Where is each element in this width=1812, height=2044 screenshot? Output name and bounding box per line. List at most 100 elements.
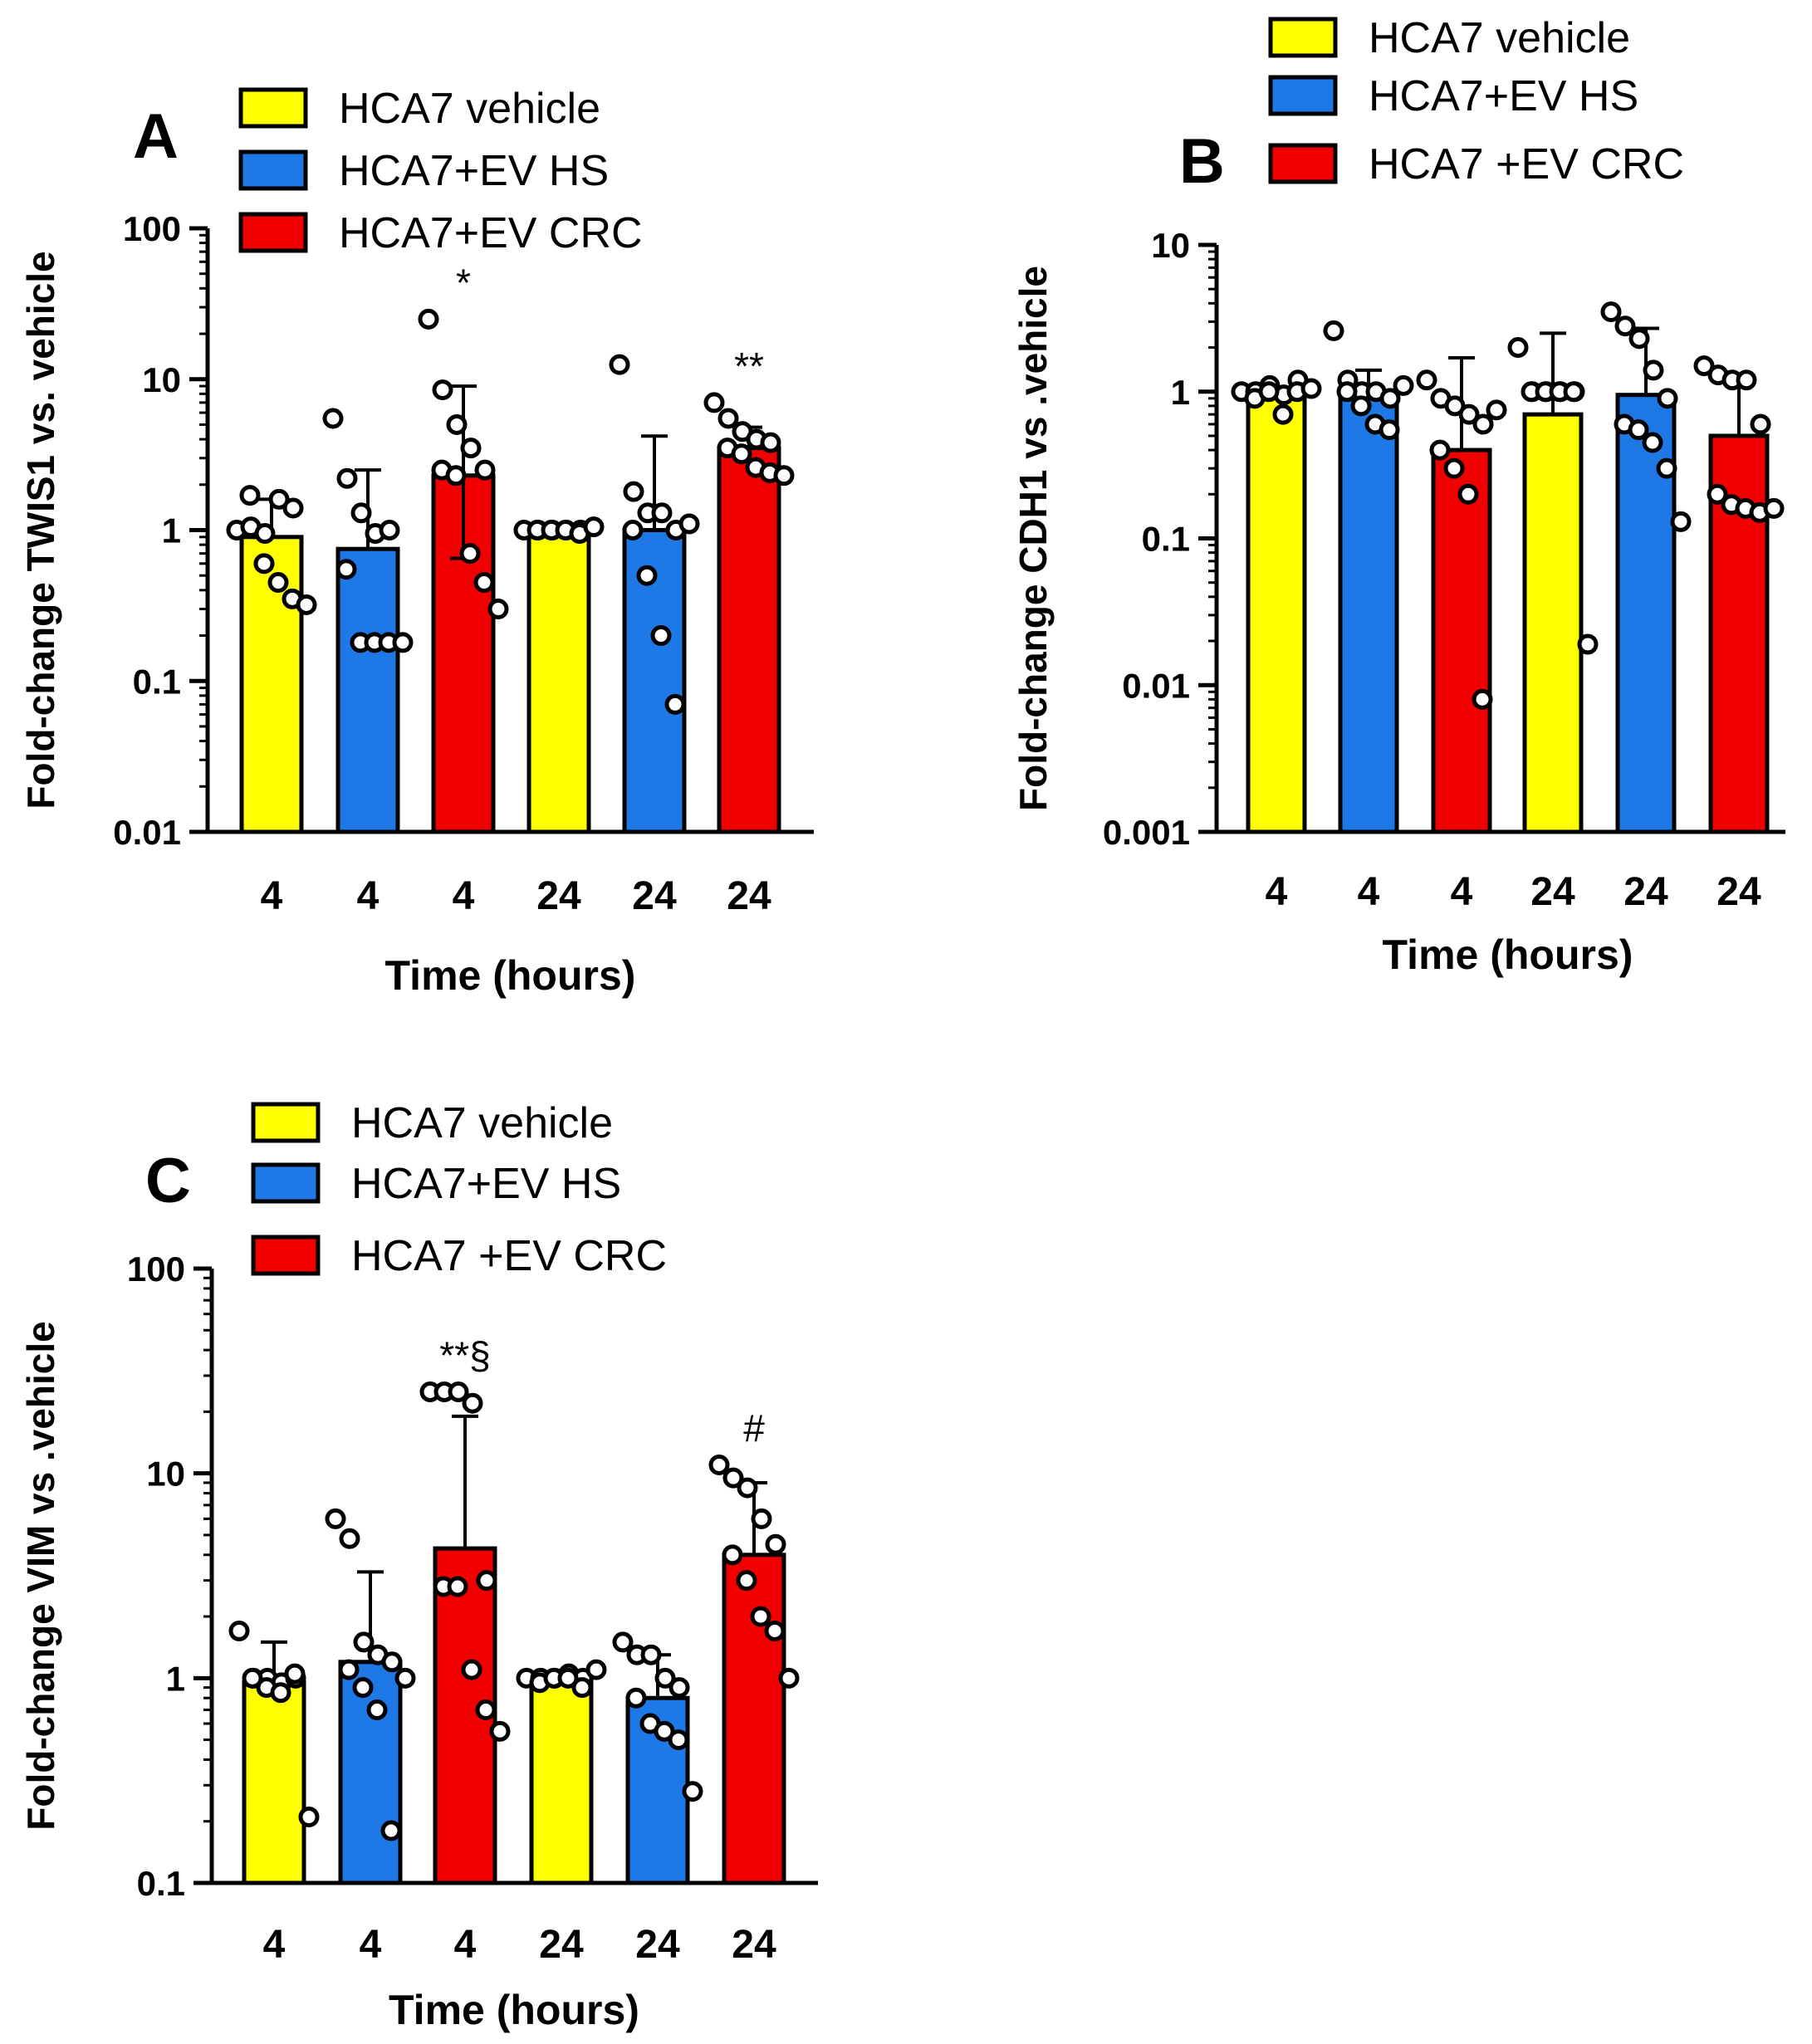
data-point	[1642, 432, 1663, 453]
data-point	[640, 1644, 662, 1665]
data-point	[459, 543, 481, 565]
y-tick-label: 0.1	[133, 662, 181, 701]
data-point	[651, 502, 673, 524]
data-point	[366, 1699, 388, 1721]
x-tick-label: 24	[536, 874, 581, 918]
data-point	[622, 520, 644, 540]
x-tick-label: 4	[1266, 870, 1288, 914]
data-point	[1458, 403, 1480, 425]
data-point	[474, 459, 496, 481]
data-point	[764, 1620, 786, 1641]
legend-label: HCA7+EV HS	[339, 147, 609, 195]
y-tick-label: 10	[146, 1455, 185, 1494]
data-point	[678, 513, 700, 535]
y-tick-label: 0.01	[113, 813, 181, 852]
data-point	[448, 1381, 469, 1403]
data-point	[446, 413, 468, 435]
x-tick-label: 24	[1623, 870, 1668, 914]
significance-annotation: *	[456, 261, 471, 304]
legend-label: HCA7 vehicle	[339, 85, 600, 133]
significance-annotation: #	[743, 1406, 765, 1450]
data-point	[1443, 457, 1465, 479]
data-point	[736, 1570, 757, 1592]
data-point	[1272, 403, 1294, 425]
data-point	[1657, 388, 1678, 409]
legend-label: HCA7 +EV CRC	[1369, 140, 1684, 188]
data-point	[487, 599, 509, 620]
x-tick-label: 24	[727, 874, 771, 918]
data-point	[1472, 413, 1494, 435]
y-tick-label: 0.1	[1142, 520, 1190, 559]
bar	[242, 1680, 306, 1885]
x-tick-label: 4	[1451, 870, 1473, 914]
data-point	[1472, 688, 1493, 710]
data-point	[650, 625, 672, 647]
significance-annotation: **	[734, 345, 764, 388]
significance-annotation: **§	[439, 1334, 490, 1377]
y-tick-label: 10	[1151, 226, 1190, 265]
data-point	[1393, 374, 1414, 396]
x-tick-label: 4	[263, 1923, 286, 1967]
data-point	[557, 1667, 579, 1689]
x-tick-label: 4	[261, 874, 283, 918]
data-point	[571, 1677, 593, 1699]
legend-label: HCA7 vehicle	[1369, 14, 1630, 62]
y-axis-label: Fold-change VIM vs .vehicle	[19, 1321, 62, 1831]
data-point	[350, 502, 372, 524]
y-tick-label: 1	[162, 511, 181, 550]
x-tick-label: 24	[635, 1923, 680, 1967]
panel-letter: C	[145, 1146, 191, 1216]
data-point	[1628, 328, 1650, 350]
data-point	[773, 465, 795, 487]
legend-label: HCA7+EV HS	[1369, 72, 1638, 120]
data-point	[339, 1528, 360, 1549]
x-tick-label: 24	[732, 1923, 776, 1967]
data-point	[394, 1667, 416, 1689]
data-point	[1507, 337, 1529, 359]
data-point	[625, 1687, 647, 1709]
legend-swatch-blue	[251, 1162, 321, 1204]
bar	[335, 546, 400, 834]
data-point	[242, 1667, 263, 1689]
legend-swatch-yellow	[251, 1102, 321, 1143]
panel-c: C HCA7 vehicle HCA7+EV HS HCA7 +EV CRC 4 4 **§…	[19, 1099, 818, 2033]
legend-swatch-red	[238, 212, 308, 253]
bar	[526, 528, 591, 834]
data-point	[336, 467, 358, 489]
legend-swatch-red	[1268, 143, 1338, 184]
data-point	[1614, 315, 1636, 337]
data-point	[1750, 413, 1771, 435]
data-point	[636, 565, 658, 586]
legend-swatch-red	[251, 1235, 321, 1276]
data-point	[284, 1663, 306, 1685]
legend-swatch-blue	[1268, 75, 1338, 116]
legend-swatch-yellow	[238, 87, 308, 129]
data-point	[352, 1677, 374, 1699]
data-point	[1656, 457, 1677, 479]
data-point	[664, 693, 686, 715]
data-point	[668, 1677, 690, 1699]
data-point	[1670, 511, 1692, 532]
data-point	[254, 523, 276, 545]
data-point	[461, 1659, 482, 1680]
bar	[722, 1553, 786, 1885]
data-point	[1379, 419, 1400, 441]
data-point	[270, 1682, 291, 1704]
data-point	[338, 1659, 360, 1680]
y-axis-label: Fold-change TWIS1 vs. vehicle	[19, 251, 62, 809]
y-tick-label: 100	[127, 1249, 185, 1289]
x-tick-label: 24	[539, 1923, 584, 1967]
data-point	[1300, 378, 1322, 399]
x-axis-label: Time (hours)	[385, 952, 636, 999]
data-point	[379, 520, 400, 540]
x-tick-label: 24	[632, 874, 677, 918]
y-tick-label: 100	[123, 209, 181, 248]
data-point	[473, 572, 495, 594]
y-tick-label: 0.01	[1122, 666, 1190, 705]
bar	[1338, 393, 1399, 834]
panel-b: B HCA7 vehicle HCA7+EV HS HCA7 +EV CRC 4 4 4 24…	[1011, 14, 1785, 978]
data-point	[335, 559, 357, 580]
data-point	[1379, 388, 1401, 409]
data-point	[1707, 483, 1728, 505]
